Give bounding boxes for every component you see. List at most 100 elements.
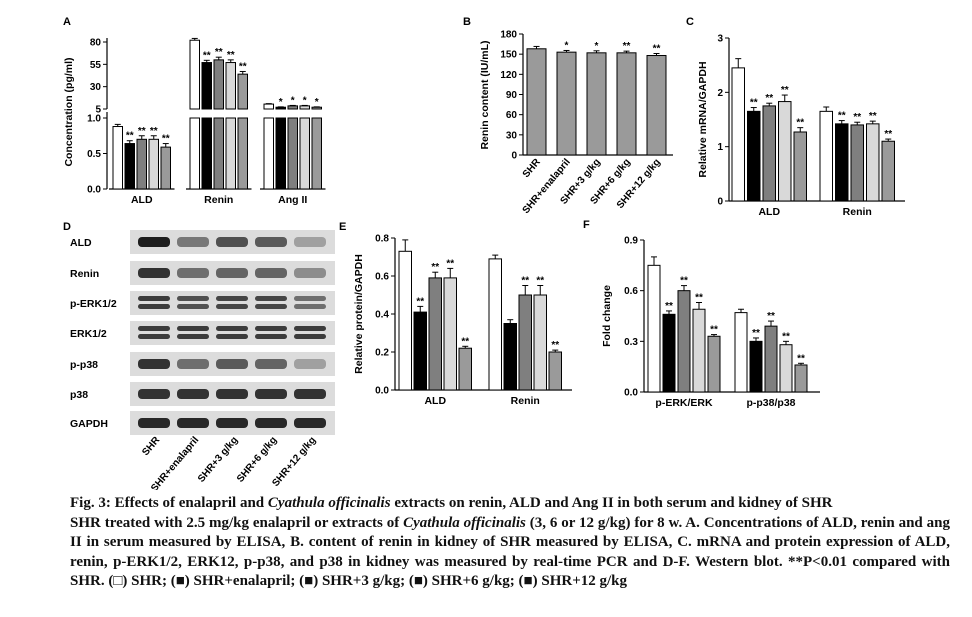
A-significance: ** [150,126,158,137]
blot-band [138,268,170,278]
blot-band [177,334,209,339]
B-bar [586,52,607,156]
B-tick-label: 150 [500,50,517,61]
E-y-label: Relative protein/GAPDH [353,254,365,374]
A-category-label: Renin [204,194,233,206]
A-tick-label: 5 [95,105,101,116]
B-bar [616,52,637,156]
B-bar [526,48,547,156]
blot-band [138,296,170,301]
blot-band [255,237,287,247]
E-category-label: ALD [424,395,446,407]
panel-letter-D: D [63,221,71,233]
A-bar-lower [299,117,310,190]
A-bar [225,62,236,110]
C-category-label: ALD [758,206,780,218]
blot-band [255,326,287,331]
blot-band [216,268,248,278]
B-tick-label: 90 [506,90,518,101]
blot-band [138,418,170,428]
E-significance: ** [416,296,424,307]
blot-band [216,237,248,247]
blot-band [294,268,326,278]
A-tick-label: 0.0 [87,185,101,196]
C-significance: ** [765,93,773,104]
E-significance: ** [536,276,544,287]
A-significance: ** [239,61,247,72]
F-significance: ** [665,301,673,312]
E-bar [443,277,457,391]
F-significance: ** [752,328,760,339]
E-bar [398,250,412,391]
blot-band [294,389,326,399]
A-y-label: Concentration (pg/ml) [63,57,75,166]
C-significance: ** [884,129,892,140]
E-significance: ** [431,262,439,273]
A-bar-lower [237,117,248,190]
A-bar-lower [225,117,236,190]
A-significance: * [315,97,319,108]
F-category-label: p-ERK/ERK [655,397,713,409]
F-bar [692,308,706,393]
F-significance: ** [767,311,775,322]
blot-band [216,304,248,309]
E-tick-label: 0.2 [375,348,389,359]
A-bar [112,126,123,190]
C-significance: ** [796,118,804,129]
blot-band [138,389,170,399]
blot-band [255,296,287,301]
B-tick-label: 0 [511,151,517,162]
B-significance: ** [653,43,661,54]
C-bar [778,101,792,202]
F-tick-label: 0.6 [624,286,638,297]
F-y-label: Fold change [601,285,613,347]
A-tick-label: 1.0 [87,114,101,125]
blot-band [294,296,326,301]
A-bar [124,143,135,190]
A-bar-lower [311,117,322,190]
F-category-label: p-p38/p38 [746,397,795,409]
E-bar [488,258,502,391]
A-significance: ** [203,50,211,61]
caption-body-a: SHR treated with 2.5 mg/kg enalapril or … [70,514,404,531]
caption-title-a: Fig. 3: Effects of enalapril and [70,495,268,511]
blot-band [255,359,287,369]
C-bar [866,123,880,202]
A-bar [237,73,248,110]
caption-body-italic: Cyathula officinalis [403,514,526,531]
A-bar [136,138,147,190]
blot-lane-label: SHR [140,434,162,458]
F-significance: ** [710,325,718,336]
E-tick-label: 0.8 [375,234,389,245]
C-significance: ** [869,111,877,122]
F-bar [734,312,748,393]
A-bar [263,103,274,110]
E-bar [533,294,547,391]
F-bar [779,344,793,393]
E-category-label: Renin [511,395,540,407]
B-bar [646,55,667,156]
blot-band [294,304,326,309]
blot-band [138,237,170,247]
C-tick-label: 1 [717,142,723,153]
A-bar [189,39,200,110]
blot-row-label: GAPDH [70,418,108,430]
A-bar-lower [201,117,212,190]
blot-band [177,326,209,331]
blot-row-label: p38 [70,389,88,401]
F-bar [647,264,661,393]
C-tick-label: 0 [717,197,723,208]
B-tick-label: 120 [500,70,517,81]
blot-band [216,359,248,369]
B-significance: ** [623,41,631,52]
blot-band [216,418,248,428]
blot-lane-label: SHR+6 g/kg [235,435,279,485]
F-significance: ** [695,292,703,303]
blot-band [138,334,170,339]
blot-strip [130,291,335,315]
B-bar [556,51,577,156]
blot-band [177,268,209,278]
blot-band [255,418,287,428]
blot-band [216,389,248,399]
